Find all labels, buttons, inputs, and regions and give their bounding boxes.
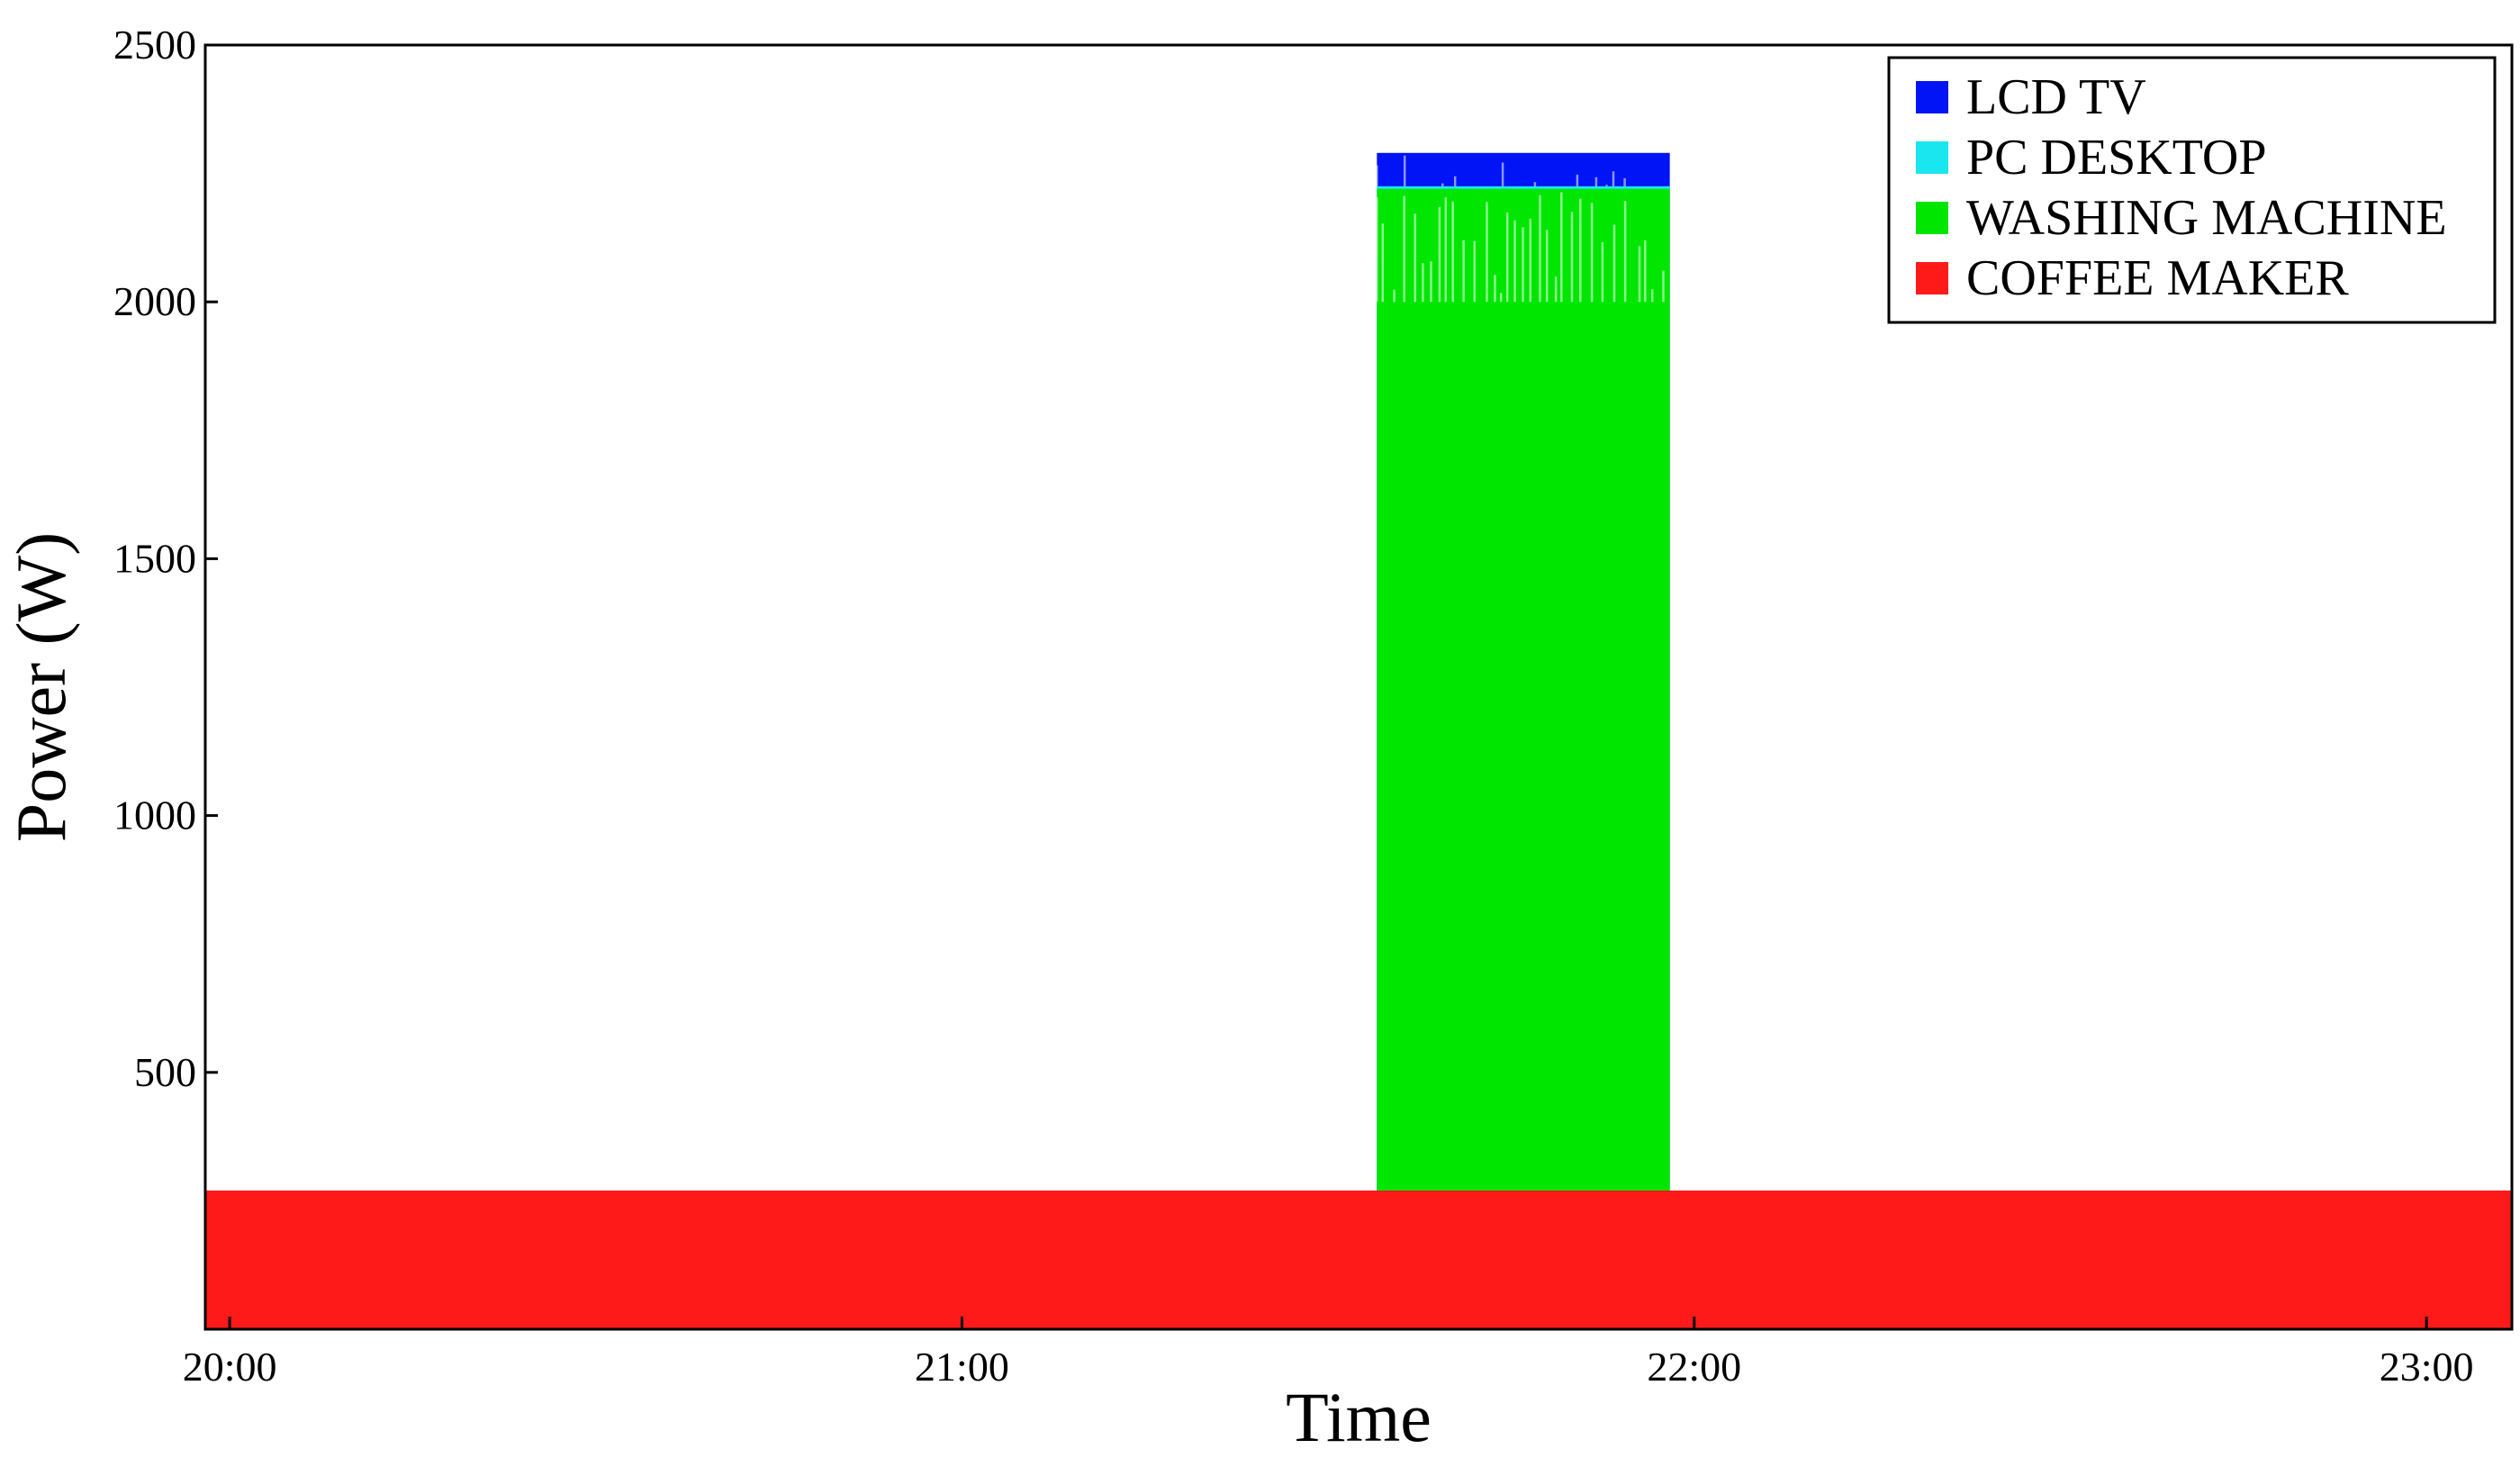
x-tick-label: 22:00 [1647,1344,1741,1390]
y-tick-label: 2500 [113,22,196,68]
plot-area [203,152,2513,1330]
y-axis-title: Power (W) [2,532,80,842]
y-tick-label: 1000 [113,792,196,838]
y-tick-label: 1500 [113,535,196,581]
x-tick-label: 20:00 [183,1344,277,1390]
legend-label: PC DESKTOP [1966,130,2267,186]
x-tick-label: 23:00 [2380,1344,2474,1390]
series-coffee-maker [205,1190,2512,1329]
series-texture [1376,192,1665,303]
series-segment [1377,188,1670,1329]
series-lcd-tv [203,152,2512,1330]
x-axis: 20:00 21:00 22:00 23:00 [183,1317,2474,1390]
y-tick-label: 2000 [113,278,196,324]
legend-label: WASHING MACHINE [1966,190,2447,246]
legend-label: LCD TV [1966,69,2146,125]
x-axis-title: Time [1286,1378,1432,1456]
legend-label: COFFEE MAKER [1966,250,2349,306]
legend-swatch [1916,262,1948,294]
x-tick-label: 21:00 [915,1344,1009,1390]
y-axis: 500 1000 1500 2000 2500 [113,22,218,1095]
plot-frame [203,43,2514,1331]
legend-swatch [1916,141,1948,174]
y-tick-label: 500 [134,1049,196,1095]
legend-swatch [1916,81,1948,113]
series-washing-machine [203,188,2513,1329]
legend-swatch [1916,202,1948,234]
series-segment [205,1190,2512,1329]
legend-box [1887,56,2497,324]
